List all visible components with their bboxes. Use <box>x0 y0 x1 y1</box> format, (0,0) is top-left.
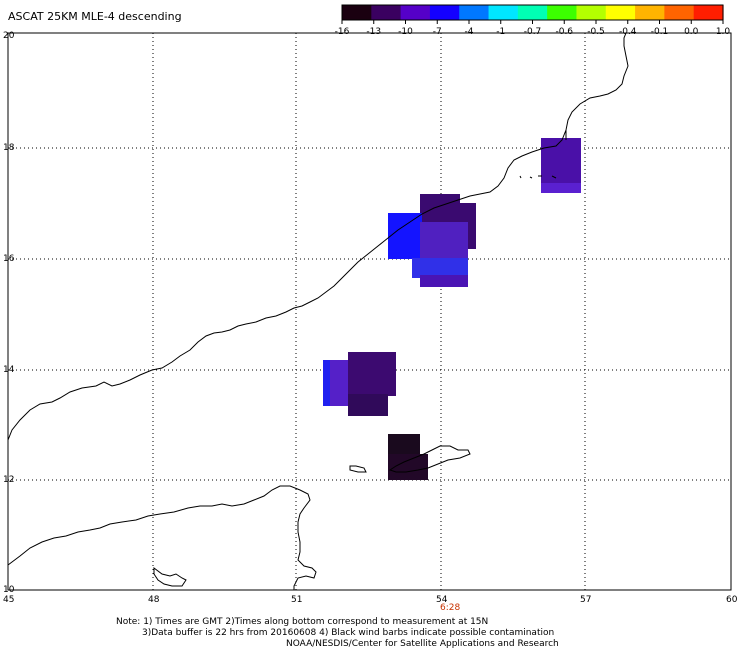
colorbar-segment <box>693 5 724 20</box>
data-patch-center-d <box>412 258 468 278</box>
colorbar-segment <box>429 5 460 20</box>
colorbar-segment <box>488 5 519 20</box>
colorbar-label: -0.1 <box>651 27 669 37</box>
x-axis-labels: 45 48 51 54 57 60 6:28 <box>3 595 738 613</box>
coastline-arabia <box>7 32 629 441</box>
x-tick-label: 57 <box>580 595 591 605</box>
x-tick-label: 54 <box>436 595 448 605</box>
coastline-africa <box>7 485 317 590</box>
colorbar-segment <box>342 5 372 20</box>
colorbar-label: -13 <box>366 27 381 37</box>
note-line-1: Note: 1) Times are GMT 2)Times along bot… <box>116 617 488 627</box>
colorbar-segment <box>664 5 695 20</box>
colorbar-label: -0.7 <box>524 27 542 37</box>
data-patch-center-a <box>420 194 460 224</box>
colorbar-label: -1 <box>496 27 505 37</box>
y-tick-label: 16 <box>3 254 15 264</box>
wind-data-swaths <box>323 138 581 480</box>
colorbar-label: -16 <box>335 27 350 37</box>
x-tick-label: 51 <box>291 595 302 605</box>
data-patch-center-blue <box>388 213 422 259</box>
colorbar-label: -0.5 <box>587 27 605 37</box>
y-tick-label: 20 <box>3 31 15 41</box>
data-patch-mid-blue <box>323 360 333 406</box>
y-tick-label: 12 <box>3 475 14 485</box>
colorbar-segment <box>517 5 548 20</box>
data-patch-mid-a <box>330 360 350 406</box>
x-tick-label: 60 <box>726 595 738 605</box>
colorbar-segment <box>605 5 636 20</box>
colorbar-label: -10 <box>398 27 413 37</box>
colorbar-label: -0.6 <box>555 27 573 37</box>
x-tick-label: 48 <box>148 595 160 605</box>
data-patch-mid-c <box>348 394 388 416</box>
map-frame <box>7 32 732 591</box>
data-patch-center-e <box>420 275 468 287</box>
island-abd-al-kuri <box>349 465 367 473</box>
colorbar-segment <box>547 5 578 20</box>
y-tick-label: 14 <box>3 365 15 375</box>
colorbar-labels: -16 -13 -10 -7 -4 -1 -0.7 -0.6 -0.5 -0.4 -0.1 0.0 1.… <box>335 20 731 37</box>
islands-kuria-muria <box>519 175 557 179</box>
colorbar-label: -0.4 <box>619 27 637 37</box>
pass-time-label: 6:28 <box>440 603 460 613</box>
colorbar-segment <box>400 5 431 20</box>
data-patch-ne-edge <box>541 183 581 193</box>
coastlines <box>7 32 629 590</box>
colorbar-label: 1.0 <box>716 27 731 37</box>
y-axis-labels: 20 18 16 14 12 10 <box>3 31 15 595</box>
y-tick-label: 10 <box>3 585 15 595</box>
colorbar-label: -7 <box>433 27 442 37</box>
note-line-2: 3)Data buffer is 22 hrs from 20160608 4)… <box>142 628 554 638</box>
colorbar-segment <box>371 5 402 20</box>
colorbar-segment <box>635 5 665 20</box>
y-tick-label: 18 <box>3 143 15 153</box>
x-tick-label: 45 <box>3 595 14 605</box>
grid-lines <box>8 33 731 590</box>
data-patch-center-c <box>420 222 468 260</box>
coast-somalia-horn <box>153 567 187 587</box>
colorbar-label: -4 <box>465 27 474 37</box>
colorbar-label: 0.0 <box>684 27 699 37</box>
data-patch-mid-b <box>348 352 396 396</box>
colorbar-segment <box>576 5 607 20</box>
island-socotra <box>388 445 471 473</box>
map-title: ASCAT 25KM MLE-4 descending <box>8 10 182 23</box>
note-line-3: NOAA/NESDIS/Center for Satellite Applica… <box>286 639 559 649</box>
colorbar-segment <box>459 5 490 20</box>
colorbar <box>341 4 724 21</box>
